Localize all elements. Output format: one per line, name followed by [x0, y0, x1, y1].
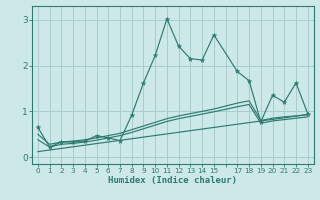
X-axis label: Humidex (Indice chaleur): Humidex (Indice chaleur): [108, 176, 237, 185]
